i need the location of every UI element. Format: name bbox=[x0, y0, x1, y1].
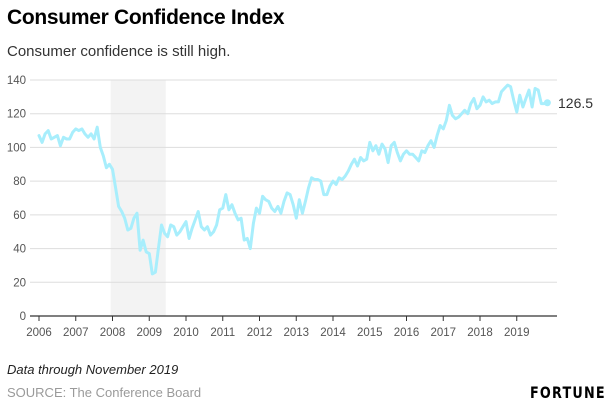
x-tick-label: 2018 bbox=[467, 327, 493, 339]
end-point-marker bbox=[543, 99, 551, 107]
x-tick-label: 2009 bbox=[136, 327, 162, 339]
chart-subtitle: Consumer confidence is still high. bbox=[7, 43, 231, 60]
y-tick-label: 20 bbox=[13, 277, 26, 289]
x-tick-label: 2011 bbox=[210, 327, 235, 339]
fortune-logo: FORTUNE bbox=[530, 383, 606, 402]
grid-layer bbox=[30, 79, 557, 283]
x-tick-label: 2015 bbox=[357, 327, 383, 339]
chart-title: Consumer Confidence Index bbox=[7, 6, 285, 29]
y-tick-label: 120 bbox=[7, 109, 26, 121]
x-tick-label: 2012 bbox=[247, 327, 273, 339]
recession-band bbox=[110, 80, 166, 316]
y-tick-label: 60 bbox=[13, 210, 26, 222]
series-line bbox=[37, 83, 549, 276]
x-tick-label: 2008 bbox=[100, 327, 126, 339]
x-axis: 2006 2007 2008 2009 2010 2011 2012 2013 2014 2015… bbox=[26, 315, 557, 339]
y-tick-label: 0 bbox=[20, 311, 26, 323]
y-axis: 0 20 40 60 80 100 120 140 bbox=[7, 75, 26, 323]
x-tick-label: 2016 bbox=[394, 327, 420, 339]
x-tick-label: 2006 bbox=[26, 327, 52, 339]
source-note: SOURCE: The Conference Board bbox=[7, 385, 202, 400]
x-tick-label: 2010 bbox=[173, 327, 199, 339]
x-tick-label: 2019 bbox=[504, 327, 530, 339]
x-tick-label: 2014 bbox=[320, 327, 346, 339]
y-tick-label: 140 bbox=[7, 75, 26, 87]
end-value-label: 126.5 bbox=[558, 95, 593, 111]
data-note: Data through November 2019 bbox=[7, 362, 179, 377]
y-tick-label: 80 bbox=[13, 176, 26, 188]
x-tick-label: 2007 bbox=[63, 327, 89, 339]
y-tick-label: 40 bbox=[13, 244, 26, 256]
series-layer: 126.5 bbox=[37, 83, 593, 276]
x-tick-label: 2013 bbox=[283, 327, 309, 339]
recession-layer bbox=[110, 80, 166, 316]
y-tick-label: 100 bbox=[7, 142, 26, 154]
x-tick-label: 2017 bbox=[430, 327, 456, 339]
